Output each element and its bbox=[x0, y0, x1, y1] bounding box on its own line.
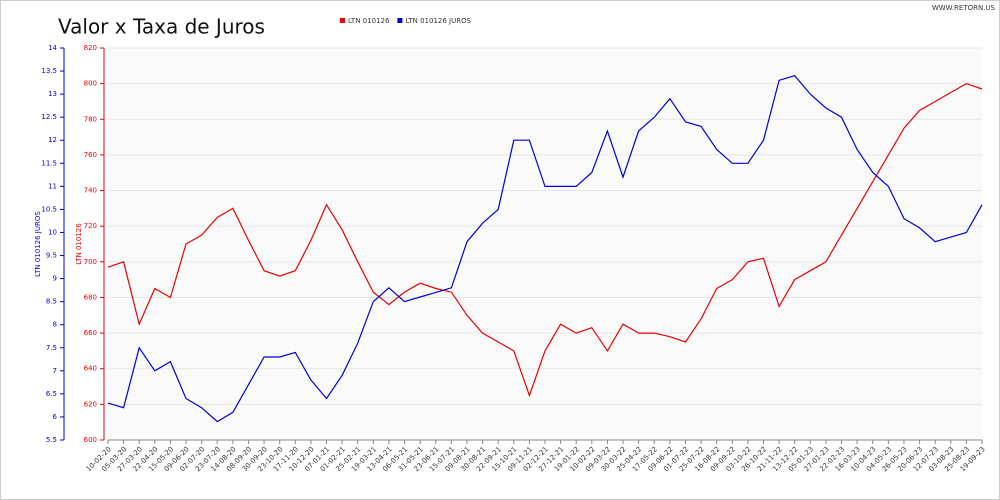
y-axis-label: LTN 010126 bbox=[75, 223, 83, 265]
y2-tick-label: 9 bbox=[53, 275, 57, 283]
y-tick-label: 720 bbox=[84, 222, 97, 230]
y2-tick-label: 10 bbox=[48, 228, 57, 236]
y2-tick-label: 9.5 bbox=[46, 252, 57, 260]
legend-label: LTN 010126 JUROS bbox=[405, 17, 471, 25]
y-tick-label: 660 bbox=[84, 329, 97, 337]
y2-tick-label: 7 bbox=[53, 367, 57, 375]
y-tick-label: 680 bbox=[84, 293, 97, 301]
legend-label: LTN 010126 bbox=[348, 17, 390, 25]
y-tick-label: 760 bbox=[84, 151, 97, 159]
y-tick-label: 600 bbox=[84, 436, 97, 444]
y2-tick-label: 12 bbox=[48, 136, 57, 144]
y2-tick-label: 10.5 bbox=[41, 205, 57, 213]
y-tick-label: 780 bbox=[84, 115, 97, 123]
y2-tick-label: 8.5 bbox=[46, 298, 57, 306]
y2-tick-label: 14 bbox=[48, 44, 57, 52]
y2-tick-label: 12.5 bbox=[41, 113, 57, 121]
y2-tick-label: 6.5 bbox=[46, 390, 57, 398]
y2-tick-label: 8 bbox=[53, 321, 57, 329]
legend-swatch bbox=[340, 18, 345, 23]
series-line bbox=[107, 75, 983, 423]
y-tick-label: 700 bbox=[84, 258, 97, 266]
y2-tick-label: 11 bbox=[48, 182, 57, 190]
y2-tick-label: 13.5 bbox=[41, 67, 57, 75]
source: WWW.RETORN.US bbox=[932, 4, 996, 12]
y2-tick-label: 11.5 bbox=[41, 159, 57, 167]
y2-tick-label: 13 bbox=[48, 90, 57, 98]
plot-area bbox=[108, 48, 982, 440]
y-tick-label: 820 bbox=[84, 44, 97, 52]
y-tick-label: 640 bbox=[84, 365, 97, 373]
legend-swatch bbox=[397, 18, 403, 23]
y-tick-label: 740 bbox=[84, 187, 97, 195]
y2-tick-label: 7.5 bbox=[46, 344, 57, 352]
y-tick-label: 620 bbox=[84, 400, 97, 408]
y2-tick-label: 6 bbox=[53, 413, 58, 421]
chart-title: Valor x Taxa de Juros bbox=[58, 15, 265, 39]
y2-tick-label: 5.5 bbox=[46, 436, 57, 444]
y-tick-label: 800 bbox=[84, 80, 97, 88]
y2-axis-label: LTN 010126 JUROS bbox=[34, 211, 42, 277]
series-line bbox=[107, 82, 983, 398]
